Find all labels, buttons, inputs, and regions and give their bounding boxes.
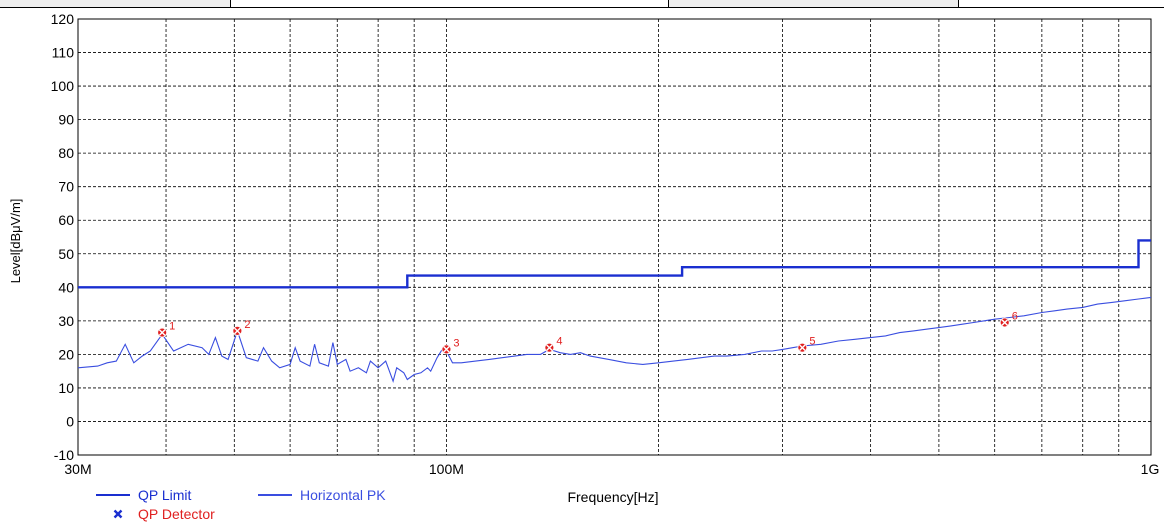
x-tick-label: 100M (429, 461, 464, 477)
qp-detector-marker (797, 342, 808, 353)
series-layer: 1 2 3 4 5 6 (77, 239, 1152, 384)
marker-label: 6 (1012, 311, 1018, 323)
y-tick-label: 60 (58, 212, 74, 228)
legend-item: Horizontal PK (258, 487, 386, 503)
legend-label: QP Detector (138, 506, 215, 522)
grid (78, 19, 1151, 455)
legend-item: QP Detector (113, 506, 215, 522)
y-tick-label: 30 (58, 313, 74, 329)
qp-detector-marker (232, 326, 243, 336)
y-tick-labels: -10 0 10 20 30 40 50 60 70 80 90 100 110 120 (51, 11, 75, 463)
x-tick-label: 1G (1141, 461, 1160, 477)
marker-label: 2 (244, 319, 250, 331)
y-axis-label: Level[dBμV/m] (8, 199, 23, 284)
marker-label: 4 (556, 336, 562, 348)
legend-label: Horizontal PK (300, 487, 386, 503)
y-tick-label: 110 (52, 45, 75, 61)
marker-label: 3 (453, 337, 459, 349)
qp-detector-marker (157, 327, 168, 338)
x-tick-labels: 30M 100M 1G (64, 461, 1159, 477)
y-tick-label: 90 (58, 112, 74, 128)
horizontal-pk-trace (77, 296, 1152, 384)
x-tick-label: 30M (64, 461, 91, 477)
qp-detector-marker (441, 344, 452, 355)
qp-detector-marker (999, 317, 1010, 328)
y-tick-label: 80 (58, 145, 74, 161)
y-tick-label: 120 (51, 11, 75, 27)
plot-area: -10 0 10 20 30 40 50 60 70 80 90 100 110 120 30M 100M 1… (51, 11, 1160, 477)
marker-label: 5 (809, 336, 815, 348)
marker-label: 1 (169, 321, 175, 333)
legend-swatch (113, 509, 123, 519)
plot-frame (77, 18, 1152, 456)
y-tick-label: 10 (58, 380, 74, 396)
qp-detector-marker (544, 342, 555, 353)
y-tick-label: 50 (58, 246, 74, 262)
y-tick-label: 70 (58, 179, 74, 195)
y-tick-label: 40 (58, 279, 74, 295)
y-tick-label: 100 (51, 78, 75, 94)
legend-item: QP Limit (96, 487, 192, 503)
qp-limit-line (78, 239, 1151, 289)
legend: QP Limit Horizontal PK QP Detector (96, 487, 386, 522)
header-table-fragment (0, 0, 1164, 8)
y-tick-label: 20 (58, 346, 74, 362)
y-tick-label: -10 (54, 447, 74, 463)
legend-label: QP Limit (138, 487, 192, 503)
y-tick-label: 0 (66, 413, 74, 429)
x-axis-label: Frequency[Hz] (567, 489, 658, 505)
